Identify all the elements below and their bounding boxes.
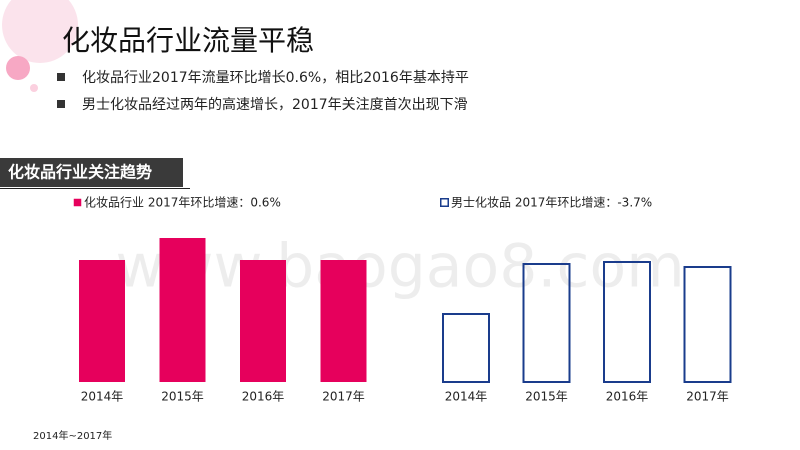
bar bbox=[603, 261, 651, 383]
x-tick-label: 2017年 bbox=[686, 390, 729, 404]
bar bbox=[159, 238, 206, 382]
bar bbox=[442, 313, 490, 383]
legend-label: 男士化妆品 2017年环比增速：-3.7% bbox=[451, 196, 652, 210]
footnote: 2014年~2017年 bbox=[33, 429, 112, 442]
decor-circle bbox=[2, 0, 78, 63]
decor-circle bbox=[30, 84, 38, 92]
watermark: www.baogao8.com bbox=[115, 232, 684, 302]
bullet-text: 化妆品行业2017年流量环比增长0.6%，相比2016年基本持平 bbox=[82, 69, 469, 86]
bullet-text: 男士化妆品经过两年的高速增长，2017年关注度首次出现下滑 bbox=[82, 96, 468, 113]
title: 化妆品行业流量平稳 bbox=[62, 24, 314, 57]
x-tick-label: 2015年 bbox=[525, 390, 568, 404]
bullet-icon bbox=[57, 73, 65, 81]
bar bbox=[320, 260, 367, 382]
x-tick-label: 2014年 bbox=[445, 390, 488, 404]
bar bbox=[522, 263, 571, 383]
section-label-box bbox=[0, 158, 183, 187]
section-label: 化妆品行业关注趋势 bbox=[8, 163, 152, 182]
bar bbox=[683, 266, 732, 383]
x-tick-label: 2017年 bbox=[322, 390, 365, 404]
decor-circle bbox=[6, 56, 30, 80]
legend-swatch bbox=[73, 198, 82, 207]
bullet-icon bbox=[57, 100, 65, 108]
legend-swatch bbox=[440, 198, 449, 207]
x-tick-label: 2016年 bbox=[242, 390, 285, 404]
x-tick-label: 2016年 bbox=[606, 390, 649, 404]
x-tick-label: 2014年 bbox=[81, 390, 124, 404]
bar bbox=[79, 260, 125, 382]
legend-label: 化妆品行业 2017年环比增速：0.6% bbox=[84, 196, 281, 210]
x-tick-label: 2015年 bbox=[161, 390, 204, 404]
bar bbox=[240, 260, 286, 382]
